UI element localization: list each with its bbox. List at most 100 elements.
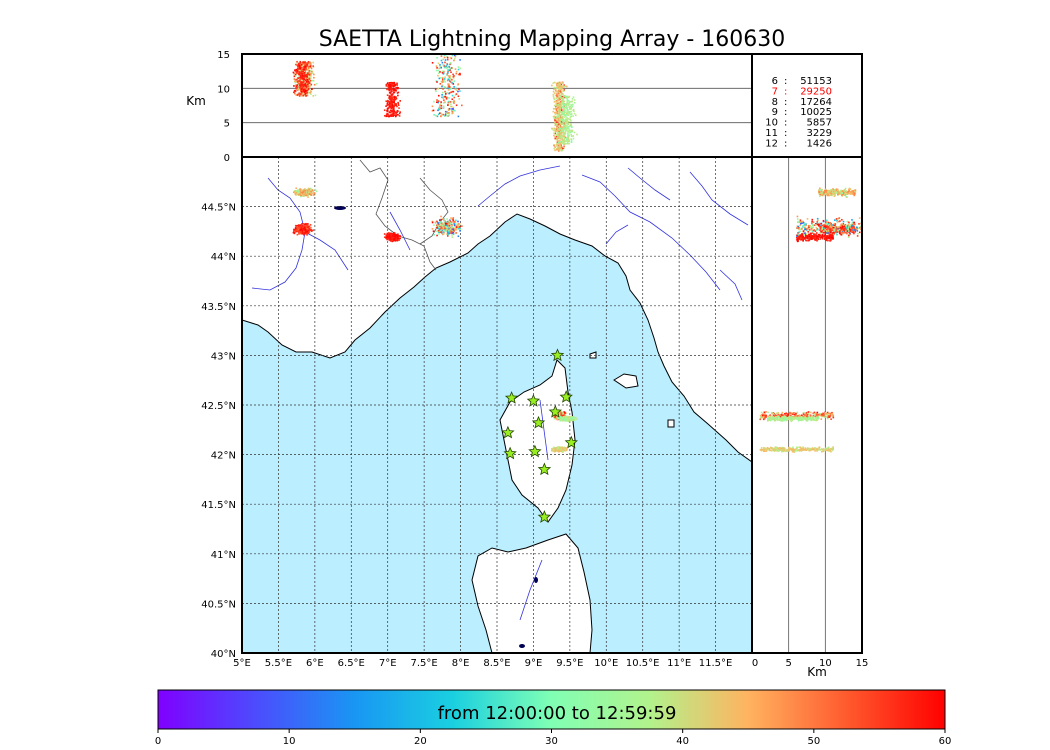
lightning-source	[559, 415, 562, 418]
lightning-source-altlon	[441, 61, 444, 64]
lightning-source	[451, 226, 453, 228]
latitude-altitude-panel: 0 5 10 15 Km	[751, 156, 868, 679]
lightning-source	[551, 448, 553, 450]
lightning-source-altlon	[554, 92, 556, 94]
lightning-source-latalt	[828, 416, 831, 418]
count-value: 1426	[807, 138, 832, 149]
lightning-source	[451, 224, 453, 227]
lightning-source-altlon	[392, 96, 395, 98]
lightning-source-altlon	[558, 140, 561, 143]
lightning-source	[306, 229, 309, 231]
lightning-source-altlon	[396, 84, 398, 86]
lightning-source-latalt	[805, 235, 807, 237]
lightning-source-altlon	[561, 136, 564, 138]
lma-station-star	[537, 510, 552, 523]
lightning-source-altlon	[387, 99, 389, 102]
lightning-source-latalt	[816, 235, 819, 237]
lightning-source-altlon	[306, 73, 308, 76]
lightning-source-altlon	[452, 109, 454, 111]
lightning-source	[561, 412, 563, 415]
lightning-source-altlon	[438, 107, 441, 109]
lightning-source-altlon	[552, 82, 555, 84]
lightning-source-altlon	[440, 77, 442, 79]
lightning-source-altlon	[393, 98, 396, 100]
lightning-source-latalt	[804, 226, 806, 229]
lightning-source-latalt	[853, 229, 856, 231]
lightning-source-altlon	[386, 115, 389, 117]
lightning-source-latalt	[837, 194, 839, 196]
lightning-source-altlon	[440, 101, 442, 103]
lightning-source-altlon	[296, 64, 299, 66]
lightning-source-altlon	[573, 110, 575, 113]
lightning-source-altlon	[571, 130, 574, 133]
lightning-source-altlon	[302, 73, 305, 75]
lightning-source-altlon	[448, 114, 451, 117]
lightning-source-latalt	[837, 191, 840, 194]
lightning-source-latalt	[807, 239, 810, 242]
lightning-source-altlon	[302, 75, 305, 78]
lightning-source-altlon	[310, 93, 312, 95]
lightning-source-latalt	[844, 193, 847, 196]
lightning-source-altlon	[558, 142, 560, 144]
lightning-source-latalt	[855, 228, 858, 230]
lightning-source	[443, 225, 445, 227]
lightning-source-latalt	[819, 192, 822, 194]
lightning-source-altlon	[388, 89, 390, 92]
lightning-source-altlon	[558, 129, 561, 131]
lightning-source	[307, 223, 309, 225]
lightning-source	[311, 230, 313, 232]
lightning-source	[438, 224, 441, 226]
lightning-source-altlon	[395, 89, 397, 91]
lightning-source	[552, 446, 555, 449]
lightning-source	[396, 234, 398, 236]
lightning-source-latalt	[828, 412, 830, 415]
lightning-source-latalt	[797, 239, 799, 241]
lightning-source-latalt	[792, 412, 794, 415]
lightning-source-altlon	[553, 122, 556, 125]
lightning-source	[560, 414, 562, 417]
lightning-source-altlon	[390, 100, 393, 103]
lma-station-star	[501, 425, 515, 439]
lightning-source-altlon	[299, 85, 302, 87]
lightning-source	[442, 217, 445, 220]
lightning-source	[293, 228, 295, 231]
lightning-source-latalt	[765, 416, 767, 418]
lightning-source-altlon	[390, 105, 393, 108]
lightning-source-latalt	[854, 190, 857, 193]
lightning-source-altlon	[307, 69, 310, 71]
lightning-source-altlon	[300, 90, 303, 93]
lightning-source-altlon	[443, 70, 445, 73]
lightning-source-altlon	[386, 104, 388, 106]
lightning-source-latalt	[852, 190, 855, 193]
lightning-source-altlon	[309, 74, 311, 77]
lightning-source-latalt	[835, 189, 838, 192]
lightning-source-altlon	[394, 83, 396, 86]
lightning-source-altlon	[559, 145, 561, 148]
lightning-source-altlon	[554, 129, 556, 131]
lightning-source-latalt	[782, 414, 785, 417]
lightning-source-altlon	[384, 114, 386, 117]
lightning-source-altlon	[393, 114, 396, 116]
lightning-source-altlon	[388, 95, 391, 98]
lightning-source-altlon	[295, 84, 297, 87]
lightning-source-altlon	[298, 95, 301, 97]
lightning-source	[306, 224, 309, 227]
lightning-source	[293, 230, 295, 232]
lightning-source-latalt	[853, 194, 856, 197]
lightning-source-altlon	[390, 115, 392, 118]
lightning-source	[397, 233, 399, 236]
lightning-source-altlon	[558, 134, 561, 137]
lightning-source-altlon	[393, 112, 396, 114]
lightning-source-altlon	[454, 88, 457, 90]
lightning-source	[455, 224, 458, 227]
lightning-source	[391, 238, 393, 240]
lightning-source-latalt	[853, 232, 855, 235]
lightning-source-altlon	[388, 88, 391, 91]
lightning-source-altlon	[393, 109, 395, 112]
lightning-source-altlon	[303, 69, 305, 71]
lightning-source	[558, 412, 561, 415]
lightning-source	[445, 224, 448, 227]
lightning-source-altlon	[558, 91, 561, 94]
lightning-source-latalt	[828, 412, 831, 415]
lightning-source	[562, 417, 564, 420]
